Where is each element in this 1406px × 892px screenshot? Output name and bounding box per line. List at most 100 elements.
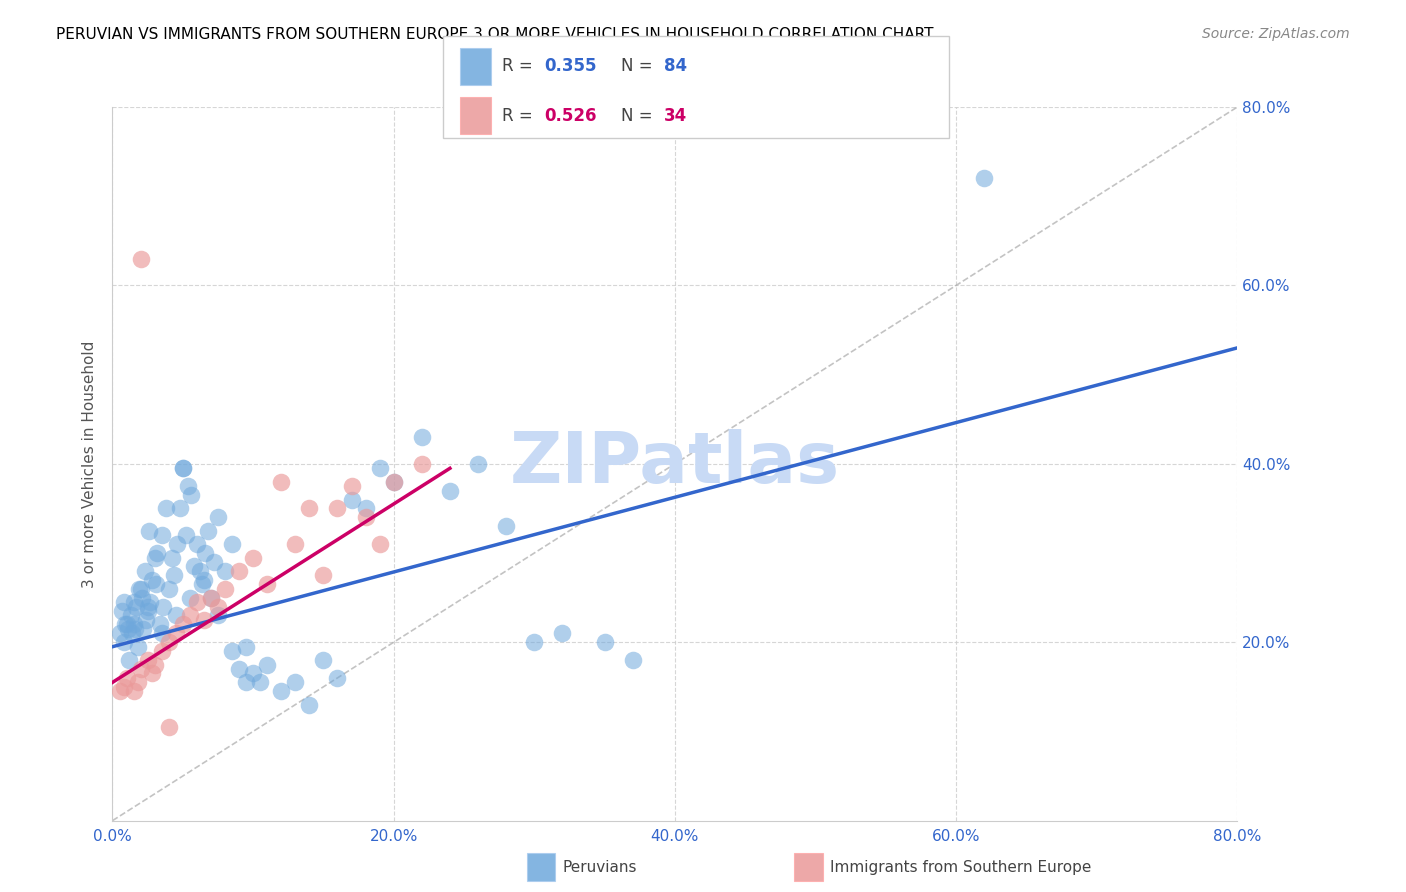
- Text: 0.355: 0.355: [544, 57, 596, 76]
- Point: [141, 573, 163, 587]
- Point: [312, 653, 335, 667]
- Point: [179, 591, 201, 605]
- Point: [298, 501, 321, 516]
- Point: [249, 675, 271, 690]
- Point: [495, 519, 517, 533]
- Point: [354, 501, 377, 516]
- Point: [368, 461, 391, 475]
- Point: [112, 595, 135, 609]
- Point: [136, 599, 159, 614]
- Point: [112, 635, 135, 649]
- Point: [122, 684, 145, 698]
- Point: [118, 653, 141, 667]
- Point: [382, 475, 405, 489]
- Point: [150, 528, 173, 542]
- Point: [368, 537, 391, 551]
- Point: [129, 662, 152, 676]
- Point: [172, 461, 194, 475]
- Point: [172, 461, 194, 475]
- Point: [152, 599, 174, 614]
- Text: R =: R =: [502, 107, 538, 125]
- Point: [108, 684, 131, 698]
- Point: [122, 595, 145, 609]
- Point: [149, 617, 172, 632]
- Point: [138, 524, 160, 538]
- Point: [200, 591, 222, 605]
- Point: [174, 528, 197, 542]
- Point: [221, 537, 243, 551]
- Point: [270, 475, 292, 489]
- Point: [139, 595, 162, 609]
- Point: [160, 550, 183, 565]
- Point: [242, 666, 264, 681]
- Point: [146, 546, 169, 560]
- Point: [127, 640, 149, 654]
- Point: [193, 573, 215, 587]
- Point: [411, 457, 433, 471]
- Point: [143, 550, 166, 565]
- Point: [242, 550, 264, 565]
- Point: [165, 608, 187, 623]
- Point: [115, 671, 138, 685]
- Point: [143, 657, 166, 672]
- Point: [172, 617, 194, 632]
- Text: ZIPatlas: ZIPatlas: [510, 429, 839, 499]
- Point: [177, 479, 200, 493]
- Text: Peruvians: Peruvians: [562, 860, 637, 874]
- Point: [129, 582, 152, 596]
- Text: 0.526: 0.526: [544, 107, 596, 125]
- Point: [117, 622, 139, 636]
- Point: [194, 546, 217, 560]
- Point: [179, 608, 201, 623]
- Point: [228, 662, 250, 676]
- Point: [150, 626, 173, 640]
- Point: [157, 635, 180, 649]
- Point: [202, 555, 225, 569]
- Point: [235, 640, 257, 654]
- Point: [122, 617, 145, 632]
- Point: [523, 635, 546, 649]
- Point: [188, 564, 211, 578]
- Point: [191, 577, 214, 591]
- Point: [221, 644, 243, 658]
- Point: [180, 488, 202, 502]
- Point: [141, 666, 163, 681]
- Point: [120, 608, 142, 623]
- Point: [157, 720, 180, 734]
- Point: [973, 171, 995, 186]
- Point: [125, 599, 148, 614]
- Point: [135, 613, 157, 627]
- Point: [150, 644, 173, 658]
- Point: [131, 591, 153, 605]
- Point: [169, 501, 191, 516]
- Point: [155, 501, 177, 516]
- Point: [207, 510, 229, 524]
- Point: [145, 577, 167, 591]
- Point: [108, 626, 131, 640]
- Point: [186, 537, 208, 551]
- Text: 34: 34: [664, 107, 688, 125]
- Y-axis label: 3 or more Vehicles in Household: 3 or more Vehicles in Household: [82, 340, 97, 588]
- Text: R =: R =: [502, 57, 538, 76]
- Point: [129, 252, 152, 266]
- Point: [207, 608, 229, 623]
- Text: Immigrants from Southern Europe: Immigrants from Southern Europe: [830, 860, 1091, 874]
- Point: [128, 582, 150, 596]
- Point: [207, 599, 229, 614]
- Point: [228, 564, 250, 578]
- Point: [284, 537, 307, 551]
- Point: [298, 698, 321, 712]
- Point: [114, 617, 136, 632]
- Point: [132, 622, 155, 636]
- Text: N =: N =: [621, 57, 658, 76]
- Point: [467, 457, 489, 471]
- Point: [621, 653, 644, 667]
- Point: [411, 430, 433, 444]
- Text: PERUVIAN VS IMMIGRANTS FROM SOUTHERN EUROPE 3 OR MORE VEHICLES IN HOUSEHOLD CORR: PERUVIAN VS IMMIGRANTS FROM SOUTHERN EUR…: [56, 27, 934, 42]
- Point: [111, 604, 134, 618]
- Point: [124, 622, 146, 636]
- Point: [326, 501, 349, 516]
- Point: [134, 564, 156, 578]
- Point: [112, 680, 135, 694]
- Point: [163, 568, 186, 582]
